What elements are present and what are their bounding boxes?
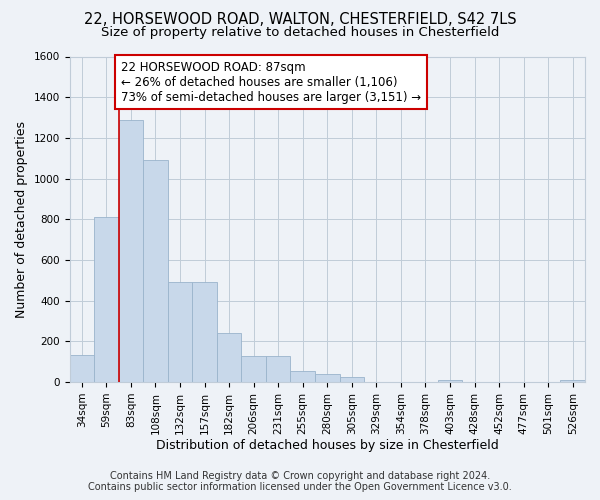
Text: Size of property relative to detached houses in Chesterfield: Size of property relative to detached ho… — [101, 26, 499, 39]
Bar — [315, 374, 340, 382]
Text: 22 HORSEWOOD ROAD: 87sqm
← 26% of detached houses are smaller (1,106)
73% of sem: 22 HORSEWOOD ROAD: 87sqm ← 26% of detach… — [121, 60, 421, 104]
Bar — [143, 160, 168, 382]
Bar — [217, 334, 241, 382]
Bar — [340, 377, 364, 382]
Bar — [438, 380, 462, 382]
Y-axis label: Number of detached properties: Number of detached properties — [15, 121, 28, 318]
Bar — [168, 282, 192, 382]
X-axis label: Distribution of detached houses by size in Chesterfield: Distribution of detached houses by size … — [156, 440, 499, 452]
Bar — [560, 380, 585, 382]
Bar — [290, 371, 315, 382]
Bar — [192, 282, 217, 382]
Bar — [241, 356, 266, 382]
Text: 22, HORSEWOOD ROAD, WALTON, CHESTERFIELD, S42 7LS: 22, HORSEWOOD ROAD, WALTON, CHESTERFIELD… — [83, 12, 517, 28]
Bar — [70, 354, 94, 382]
Bar — [119, 120, 143, 382]
Bar — [266, 356, 290, 382]
Text: Contains HM Land Registry data © Crown copyright and database right 2024.
Contai: Contains HM Land Registry data © Crown c… — [88, 471, 512, 492]
Bar — [94, 218, 119, 382]
